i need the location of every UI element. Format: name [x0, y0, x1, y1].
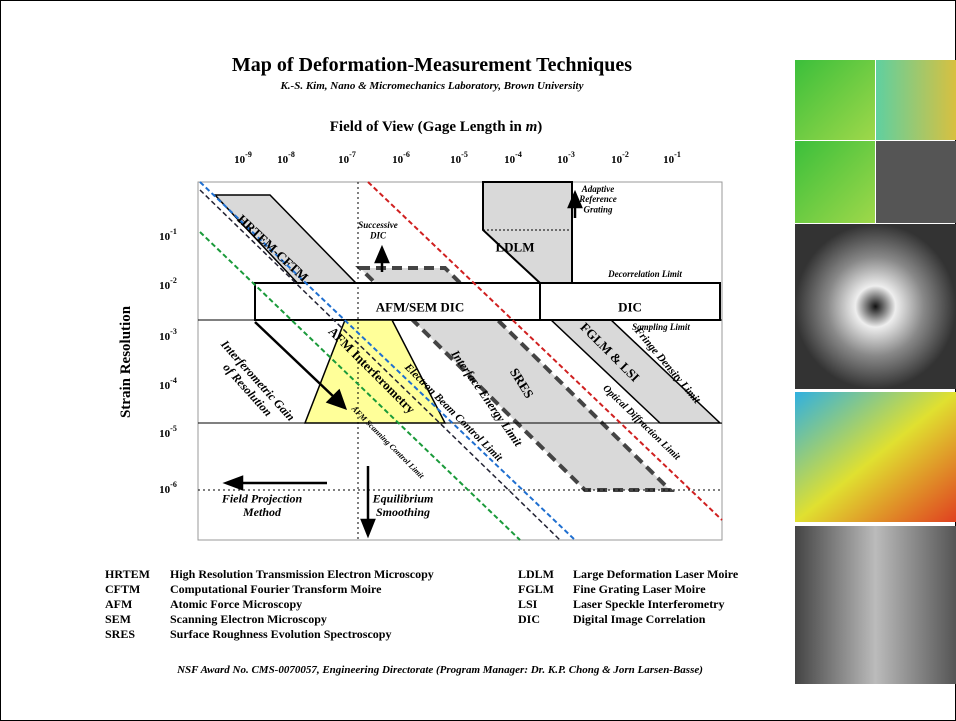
y-tick-label: 10-6	[159, 480, 177, 496]
y-axis-label: Strain Resolution	[118, 305, 134, 418]
tick-base: 10	[504, 154, 516, 166]
slide: Map of Deformation-Measurement Technique…	[0, 0, 956, 721]
x-tick-label: 10-6	[392, 150, 410, 166]
tick-base: 10	[159, 331, 171, 343]
tick-exp: -7	[349, 150, 356, 159]
tick-exp: -1	[674, 150, 681, 159]
label-line: Successive	[358, 220, 398, 230]
tick-base: 10	[557, 154, 569, 166]
tick-exp: -5	[170, 424, 177, 433]
label-line: Equilibrium	[372, 491, 434, 505]
legend-definition: Digital Image Correlation	[573, 612, 706, 626]
photo	[795, 392, 956, 522]
tick-base: 10	[159, 231, 171, 243]
tick-base: 10	[450, 154, 462, 166]
x-tick-label: 10-2	[611, 150, 629, 166]
tick-base: 10	[338, 154, 350, 166]
photo	[795, 141, 875, 223]
legend-definition: Surface Roughness Evolution Spectroscopy	[170, 627, 391, 641]
legend-definition: High Resolution Transmission Electron Mi…	[170, 567, 434, 581]
legend-definition: Atomic Force Microscopy	[170, 597, 302, 611]
label-line: DIC	[369, 230, 387, 240]
y-tick-label: 10-1	[159, 227, 177, 243]
tick-exp: -3	[568, 150, 575, 159]
region-label: Decorrelation Limit	[607, 269, 682, 279]
legend-definition: Laser Speckle Interferometry	[573, 597, 725, 611]
tick-exp: -4	[515, 150, 522, 159]
y-tick-label: 10-5	[159, 424, 177, 440]
label-line: DIC	[618, 300, 642, 315]
label-line: LDLM	[496, 240, 535, 255]
tick-exp: -5	[461, 150, 468, 159]
legend-abbreviation: AFM	[105, 597, 132, 611]
label-line: Smoothing	[376, 505, 430, 519]
photo	[795, 526, 956, 600]
label-line: Reference	[578, 194, 616, 204]
tick-base: 10	[392, 154, 404, 166]
x-tick-label: 10-4	[504, 150, 522, 166]
tick-base: 10	[277, 154, 289, 166]
tick-base: 10	[611, 154, 623, 166]
photo	[795, 600, 956, 684]
label-line: Decorrelation Limit	[607, 269, 682, 279]
region-label: DIC	[618, 300, 642, 315]
x-tick-label: 10-3	[557, 150, 575, 166]
tick-exp: -3	[170, 327, 177, 336]
tick-exp: -8	[288, 150, 295, 159]
y-tick-label: 10-2	[159, 276, 177, 292]
label-line: AFM/SEM DIC	[376, 300, 464, 315]
tick-exp: -4	[170, 376, 177, 385]
x-tick-label: 10-7	[338, 150, 356, 166]
tick-base: 10	[159, 428, 171, 440]
legend-definition: Computational Fourier Transform Moire	[170, 582, 382, 596]
photo	[876, 141, 956, 223]
tick-exp: -2	[622, 150, 629, 159]
label-line: Adaptive	[581, 184, 615, 194]
tick-exp: -2	[170, 276, 177, 285]
tick-base: 10	[234, 154, 246, 166]
legend-abbreviation: FGLM	[518, 582, 554, 596]
label-line: Grating	[583, 205, 613, 215]
label-line: Method	[242, 505, 282, 519]
x-tick-label: 10-9	[234, 150, 252, 166]
tick-base: 10	[663, 154, 675, 166]
x-tick-label: 10-8	[277, 150, 295, 166]
legend-abbreviation: DIC	[518, 612, 540, 626]
tick-exp: -9	[245, 150, 252, 159]
region-label: AFM/SEM DIC	[376, 300, 464, 315]
legend-abbreviation: LDLM	[518, 567, 554, 581]
tick-base: 10	[159, 280, 171, 292]
photo-column	[795, 60, 956, 684]
x-tick-label: 10-5	[450, 150, 468, 166]
tick-exp: -1	[170, 227, 177, 236]
legend-abbreviation: SEM	[105, 612, 131, 626]
footer: NSF Award No. CMS-0070057, Engineering D…	[176, 664, 703, 676]
tick-base: 10	[159, 380, 171, 392]
photo	[795, 60, 875, 140]
legend-definition: Fine Grating Laser Moire	[573, 582, 706, 596]
title: Map of Deformation-Measurement Technique…	[232, 54, 632, 76]
photo	[876, 60, 956, 140]
legend-abbreviation: SRES	[105, 627, 135, 641]
legend-abbreviation: CFTM	[105, 582, 140, 596]
label-line: Field Projection	[221, 491, 303, 505]
legend-abbreviation: LSI	[518, 597, 538, 611]
subtitle: K.-S. Kim, Nano & Micromechanics Laborat…	[279, 80, 583, 92]
tick-exp: -6	[170, 480, 177, 489]
legend-abbreviation: HRTEM	[105, 567, 150, 581]
y-tick-label: 10-4	[159, 376, 177, 392]
tick-exp: -6	[403, 150, 410, 159]
y-tick-label: 10-3	[159, 327, 177, 343]
legend-definition: Scanning Electron Microscopy	[170, 612, 327, 626]
x-tick-label: 10-1	[663, 150, 681, 166]
photo	[795, 224, 956, 389]
region-label: LDLM	[496, 240, 535, 255]
legend-definition: Large Deformation Laser Moire	[573, 567, 739, 581]
x-axis-label: Field of View (Gage Length in m)	[330, 119, 543, 135]
tick-base: 10	[159, 484, 171, 496]
